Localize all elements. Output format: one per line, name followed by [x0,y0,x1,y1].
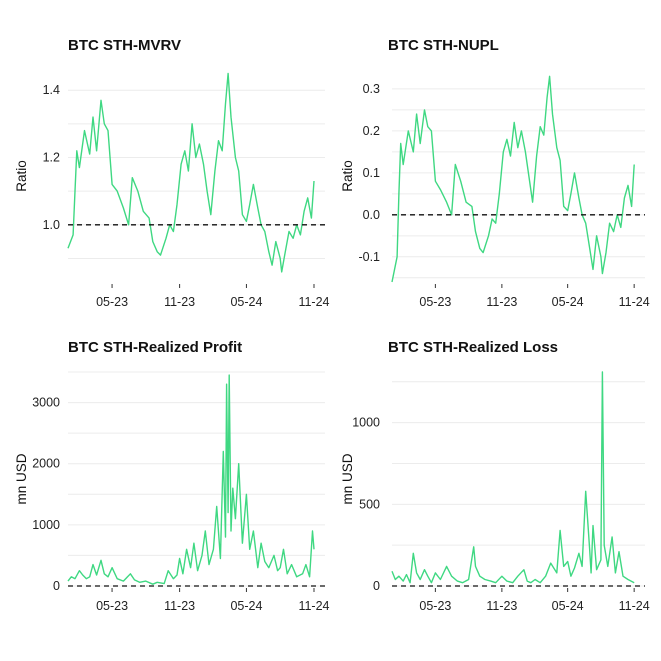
chart-title: BTC STH-NUPL [388,37,499,54]
y-axis-label: mn USD [340,453,355,504]
x-tick-label: 11-23 [486,295,517,309]
x-tick-label: 11-23 [486,599,517,613]
y-tick-label: 1.4 [43,83,60,97]
data-series-line [391,371,635,584]
y-tick-label: 0.3 [363,82,380,96]
x-tick-label: 11-24 [619,295,650,309]
x-tick-label: 11-23 [164,295,195,309]
chart-panel-1: BTC STH-MVRV Ratio 1.0 1.2 1.4 05-23 11-23 05-2… [14,37,330,309]
x-tick-label: 05-23 [96,295,128,309]
y-tick-label: 0 [53,579,60,593]
y-tick-label: 0 [373,579,380,593]
y-axis-label: mn USD [14,453,29,504]
y-tick-label: 0.1 [363,166,380,180]
y-tick-label: 500 [359,497,380,511]
y-tick-label: -0.1 [358,250,380,264]
chart-panel-2: BTC STH-NUPL Ratio -0.1 0.0 0.1 0.2 0.3 05-23 11… [340,37,650,309]
data-series-line [67,374,315,585]
y-tick-label: 1.2 [43,150,60,164]
x-tick-label: 05-23 [419,295,451,309]
y-tick-label: 2000 [32,457,60,471]
y-tick-label: 1.0 [43,218,60,232]
data-series-line [67,72,315,273]
x-tick-label: 05-24 [552,295,584,309]
x-tick-label: 05-24 [230,295,262,309]
chart-title: BTC STH-MVRV [68,37,181,54]
x-tick-label: 11-23 [164,599,195,613]
chart-panel-4: BTC STH-Realized Loss mn USD 0 500 1000 05-23… [340,339,650,613]
chart-title: BTC STH-Realized Profit [68,339,242,356]
data-series-line [391,75,635,283]
x-tick-label: 11-24 [298,295,329,309]
chart-title: BTC STH-Realized Loss [388,339,558,356]
x-tick-label: 11-24 [298,599,329,613]
y-axis-label: Ratio [340,160,355,192]
chart-panel-3: BTC STH-Realized Profit mn USD 0 1000 2000 30… [14,339,330,613]
y-tick-label: 3000 [32,396,60,410]
x-tick-label: 05-23 [96,599,128,613]
y-tick-label: 0.0 [363,208,380,222]
y-tick-label: 0.2 [363,124,380,138]
y-axis-label: Ratio [14,160,29,192]
y-tick-label: 1000 [352,416,380,430]
x-tick-label: 05-24 [552,599,584,613]
x-tick-label: 05-24 [230,599,262,613]
x-tick-label: 11-24 [619,599,650,613]
y-tick-label: 1000 [32,518,60,532]
x-tick-label: 05-23 [419,599,451,613]
